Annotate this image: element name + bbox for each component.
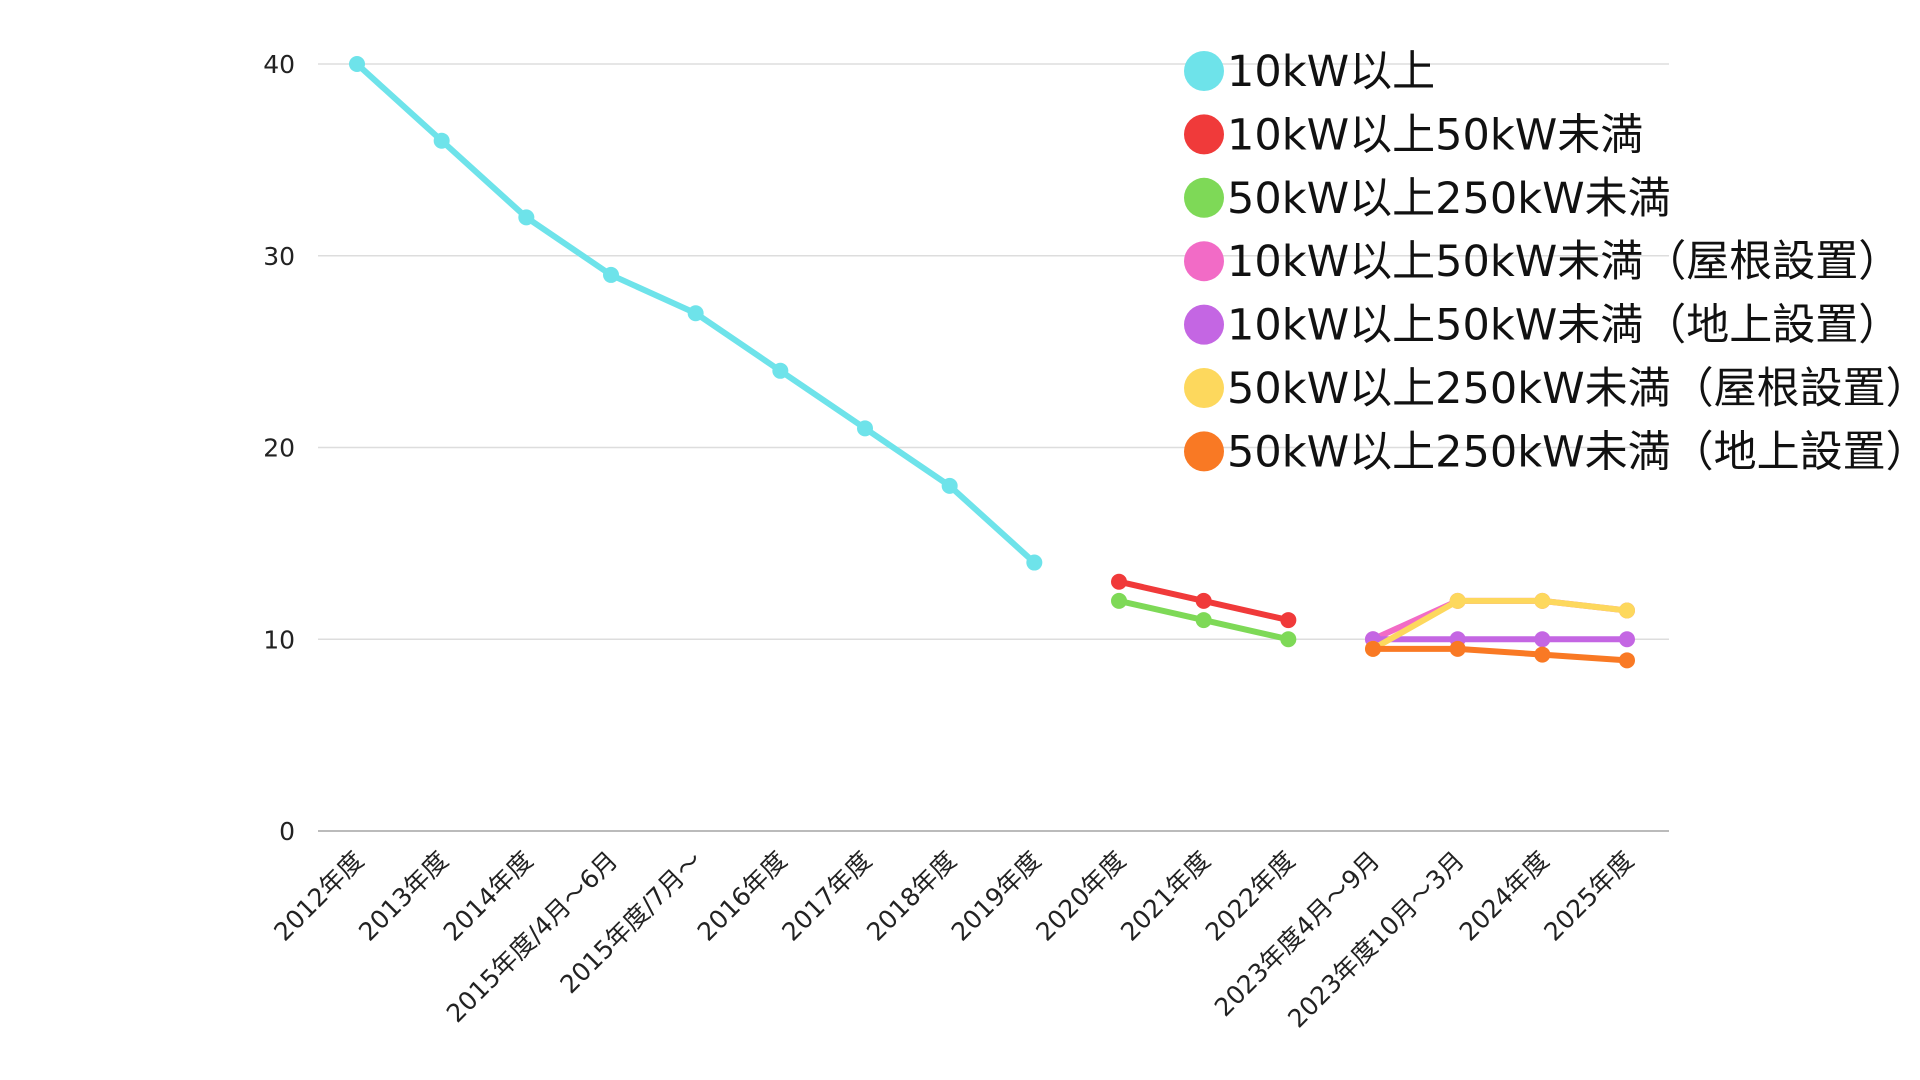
- data-point: [433, 132, 450, 149]
- series-6: [1365, 640, 1635, 669]
- x-tick-label: 2012年度: [268, 846, 369, 947]
- legend-marker: [1184, 241, 1224, 282]
- series-2: [1111, 592, 1297, 648]
- series-0: [349, 56, 1043, 571]
- data-point: [1365, 640, 1381, 657]
- legend-marker: [1184, 177, 1224, 218]
- data-point: [687, 305, 704, 322]
- series-line: [1370, 597, 1630, 652]
- x-tick-label: 2019年度: [946, 846, 1047, 947]
- x-tick-label: 2021年度: [1115, 846, 1216, 947]
- data-point: [1619, 631, 1635, 648]
- data-point: [1534, 646, 1551, 663]
- y-tick-label: 0: [279, 817, 295, 846]
- data-point: [1280, 631, 1297, 648]
- y-tick-label: 40: [263, 50, 295, 79]
- data-point: [1026, 554, 1043, 571]
- data-point: [1449, 592, 1466, 609]
- x-tick-label: 2025年度: [1538, 846, 1639, 947]
- x-tick-label: 2015年度/7月～: [555, 846, 708, 999]
- series-line: [1370, 645, 1630, 664]
- data-point: [1111, 573, 1127, 590]
- legend-label: 10kW以上50kW未満（地上設置）: [1227, 301, 1901, 351]
- legend-marker: [1184, 114, 1224, 155]
- gridlines: [318, 63, 1669, 832]
- y-tick-label: 20: [263, 434, 295, 463]
- legend-label: 10kW以上: [1227, 47, 1435, 97]
- legend-marker: [1184, 51, 1224, 91]
- y-tick-label: 30: [263, 242, 295, 271]
- legend-label: 50kW以上250kW未満: [1227, 174, 1671, 224]
- data-point: [941, 477, 958, 494]
- x-tick-label: 2024年度: [1454, 846, 1555, 947]
- data-point: [772, 362, 789, 379]
- series-group: [349, 56, 1635, 669]
- legend: 10kW以上 10kW以上50kW未満 50kW以上250kW未満 10kW以上50k…: [1184, 47, 1920, 477]
- data-point: [349, 56, 365, 72]
- data-point: [857, 420, 873, 437]
- data-point: [1449, 640, 1466, 657]
- data-point: [1619, 652, 1635, 669]
- data-point: [1534, 592, 1551, 609]
- legend-label: 10kW以上50kW未満: [1227, 110, 1643, 160]
- data-point: [1619, 602, 1635, 619]
- y-axis-ticks: 0 10 20 30 40: [263, 50, 295, 846]
- legend-label: 50kW以上250kW未満（屋根設置）: [1227, 364, 1920, 414]
- series-4: [1365, 631, 1635, 648]
- data-point: [1195, 612, 1212, 629]
- x-tick-label: 2023年度4月～9月: [1209, 846, 1385, 1022]
- data-point: [1195, 592, 1212, 609]
- x-tick-label: 2020年度: [1030, 846, 1131, 947]
- x-tick-label: 2017年度: [776, 846, 877, 947]
- data-point: [1280, 612, 1297, 629]
- legend-marker: [1184, 431, 1224, 472]
- series-1: [1111, 573, 1297, 629]
- data-point: [1111, 592, 1127, 609]
- y-tick-label: 10: [263, 625, 295, 654]
- data-point: [518, 209, 535, 226]
- legend-label: 50kW以上250kW未満（地上設置）: [1227, 427, 1920, 477]
- x-tick-label: 2013年度: [353, 846, 454, 947]
- data-point: [603, 266, 619, 283]
- data-point: [1534, 631, 1551, 648]
- legend-marker: [1184, 368, 1224, 408]
- x-tick-label: 2018年度: [861, 846, 962, 947]
- legend-marker: [1184, 304, 1224, 345]
- x-axis-ticks: 2012年度2013年度2014年度2015年度/4月～6月2015年度/7月～…: [268, 846, 1639, 1034]
- x-tick-label: 2016年度: [692, 846, 793, 947]
- legend-label: 10kW以上50kW未満（屋根設置）: [1227, 237, 1901, 287]
